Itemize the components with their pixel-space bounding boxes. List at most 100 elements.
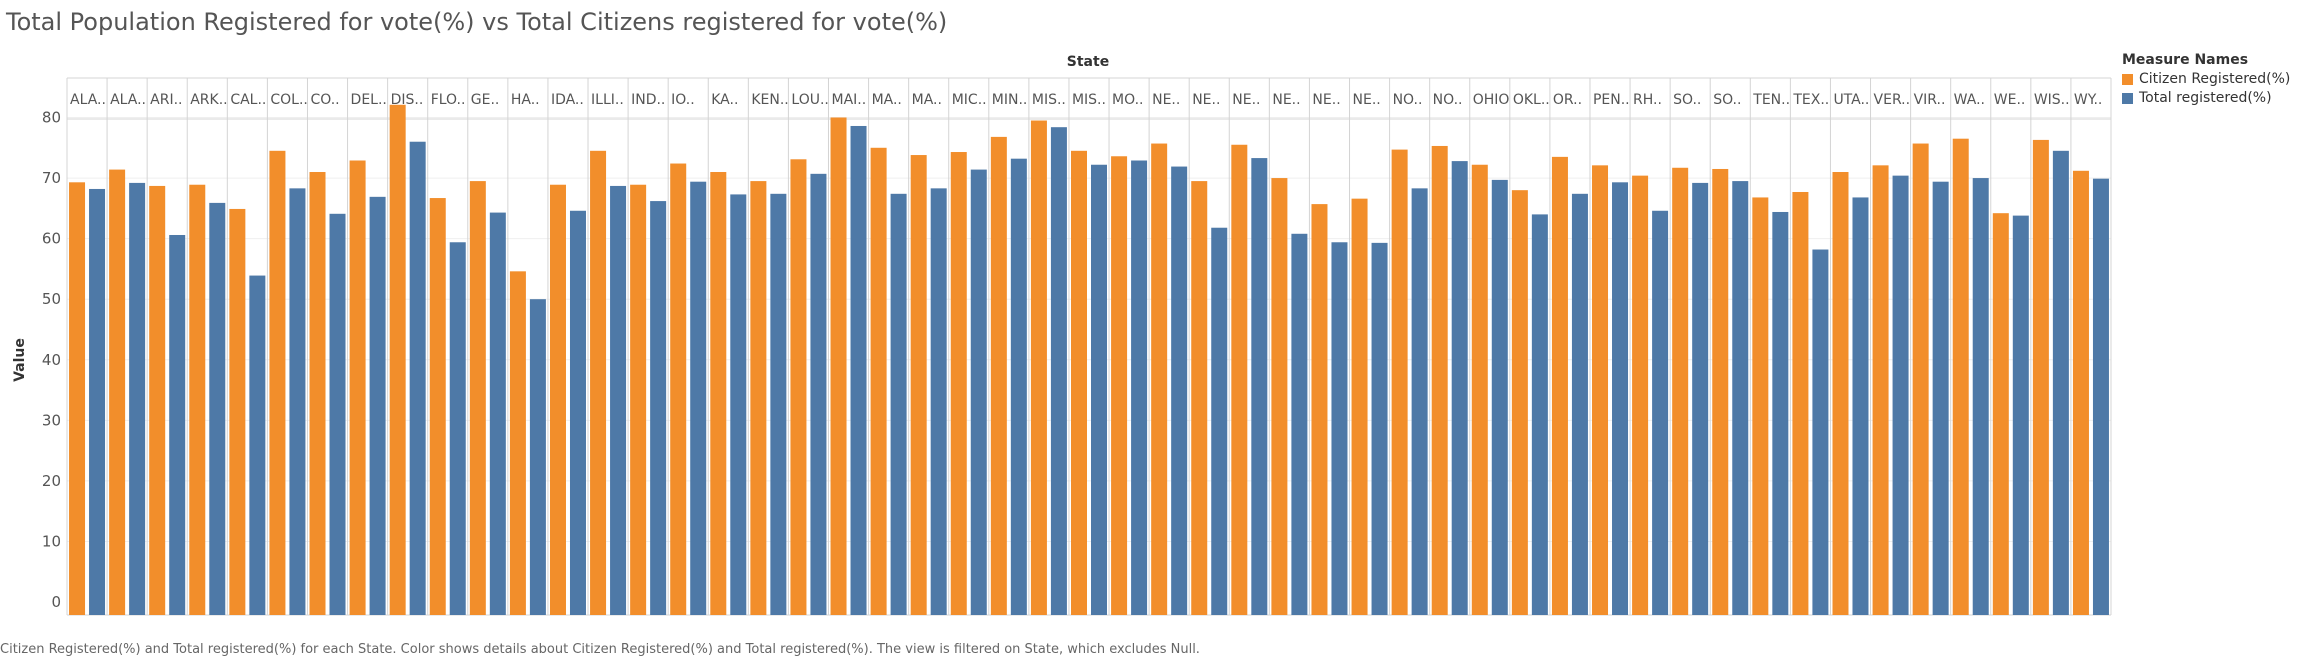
bar-citizen-registered[interactable] [950,152,967,615]
bar-total-registered[interactable] [610,185,627,616]
bar-citizen-registered[interactable] [2032,139,2049,615]
bar-total-registered[interactable] [1571,193,1588,615]
bar-total-registered[interactable] [1050,127,1067,615]
bar-citizen-registered[interactable] [1832,172,1849,615]
bar-total-registered[interactable] [249,275,266,615]
bar-citizen-registered[interactable] [1912,143,1929,615]
bar-citizen-registered[interactable] [710,172,727,615]
bar-citizen-registered[interactable] [670,163,687,615]
bar-total-registered[interactable] [1411,188,1428,615]
bar-total-registered[interactable] [1091,164,1107,615]
bar-total-registered[interactable] [1211,227,1228,615]
bar-total-registered[interactable] [289,188,306,615]
bar-total-registered[interactable] [329,213,346,615]
bar-citizen-registered[interactable] [1592,165,1609,616]
bar-total-registered[interactable] [1692,182,1709,615]
bar-total-registered[interactable] [1491,179,1508,615]
bar-total-registered[interactable] [1291,233,1308,615]
bar-total-registered[interactable] [449,242,466,616]
bar-total-registered[interactable] [730,194,747,615]
bar-total-registered[interactable] [129,182,146,615]
bar-total-registered[interactable] [1371,242,1388,615]
bar-citizen-registered[interactable] [269,150,286,615]
bar-total-registered[interactable] [1652,210,1669,616]
bar-total-registered[interactable] [810,173,827,615]
bar-total-registered[interactable] [409,141,426,615]
bar-citizen-registered[interactable] [790,159,807,615]
bar-total-registered[interactable] [1732,181,1749,615]
bar-citizen-registered[interactable] [309,172,326,615]
bar-total-registered[interactable] [1932,181,1949,616]
bar-citizen-registered[interactable] [1632,175,1649,615]
bar-total-registered[interactable] [1010,158,1027,615]
bar-total-registered[interactable] [209,202,226,615]
bar-citizen-registered[interactable] [1511,190,1528,616]
bar-citizen-registered[interactable] [1431,145,1448,616]
bar-total-registered[interactable] [1852,197,1869,615]
bar-total-registered[interactable] [2052,150,2069,615]
bar-citizen-registered[interactable] [1191,181,1208,615]
bar-total-registered[interactable] [529,299,546,615]
bar-citizen-registered[interactable] [549,184,566,616]
bar-total-registered[interactable] [970,169,987,616]
bar-citizen-registered[interactable] [630,184,647,616]
bar-total-registered[interactable] [770,193,787,615]
bar-total-registered[interactable] [1972,178,1989,615]
bar-total-registered[interactable] [1331,242,1348,616]
bar-citizen-registered[interactable] [830,117,847,616]
bar-total-registered[interactable] [1812,249,1829,615]
bar-total-registered[interactable] [1451,161,1468,616]
bar-citizen-registered[interactable] [149,185,166,616]
bar-citizen-registered[interactable] [1351,198,1368,615]
bar-total-registered[interactable] [2012,215,2029,615]
bar-citizen-registered[interactable] [429,198,446,615]
bar-citizen-registered[interactable] [1151,143,1168,615]
bar-total-registered[interactable] [89,188,106,615]
bar-citizen-registered[interactable] [910,155,927,615]
bar-citizen-registered[interactable] [1311,204,1328,615]
bar-citizen-registered[interactable] [1672,167,1689,615]
bar-citizen-registered[interactable] [1471,164,1488,615]
bar-total-registered[interactable] [169,234,186,615]
bar-citizen-registered[interactable] [469,181,486,615]
legend-item-citizen[interactable]: Citizen Registered(%) [2122,71,2298,87]
bar-citizen-registered[interactable] [189,184,206,616]
bar-total-registered[interactable] [1131,160,1148,615]
bar-citizen-registered[interactable] [69,182,86,615]
bar-citizen-registered[interactable] [389,104,406,616]
bar-citizen-registered[interactable] [1030,120,1047,615]
bar-total-registered[interactable] [890,193,907,615]
bar-total-registered[interactable] [2092,178,2109,615]
bar-total-registered[interactable] [369,196,386,616]
bar-citizen-registered[interactable] [509,271,526,615]
bar-citizen-registered[interactable] [229,208,246,615]
bar-citizen-registered[interactable] [1872,165,1889,616]
legend-item-total[interactable]: Total registered(%) [2122,90,2298,106]
bar-total-registered[interactable] [930,188,947,615]
bar-citizen-registered[interactable] [1752,197,1769,615]
bar-citizen-registered[interactable] [1952,138,1969,615]
bar-total-registered[interactable] [850,125,867,615]
bar-citizen-registered[interactable] [590,150,607,615]
bar-citizen-registered[interactable] [1391,149,1408,615]
bar-citizen-registered[interactable] [1792,191,1809,615]
bar-total-registered[interactable] [489,212,506,615]
bar-citizen-registered[interactable] [750,181,767,615]
bar-total-registered[interactable] [1251,158,1268,615]
bar-citizen-registered[interactable] [1992,213,2009,615]
bar-citizen-registered[interactable] [870,147,887,615]
bar-total-registered[interactable] [1772,211,1789,616]
bar-total-registered[interactable] [1531,214,1548,615]
bar-total-registered[interactable] [650,201,667,616]
bar-citizen-registered[interactable] [1231,144,1248,616]
bar-citizen-registered[interactable] [1111,156,1128,615]
bar-citizen-registered[interactable] [990,136,1007,615]
bar-total-registered[interactable] [690,181,707,616]
bar-total-registered[interactable] [1612,182,1629,615]
bar-total-registered[interactable] [1171,166,1188,616]
bar-citizen-registered[interactable] [1551,156,1568,615]
bar-citizen-registered[interactable] [1071,150,1087,615]
bar-citizen-registered[interactable] [349,160,366,615]
bar-total-registered[interactable] [569,210,586,616]
bar-citizen-registered[interactable] [1271,178,1288,615]
